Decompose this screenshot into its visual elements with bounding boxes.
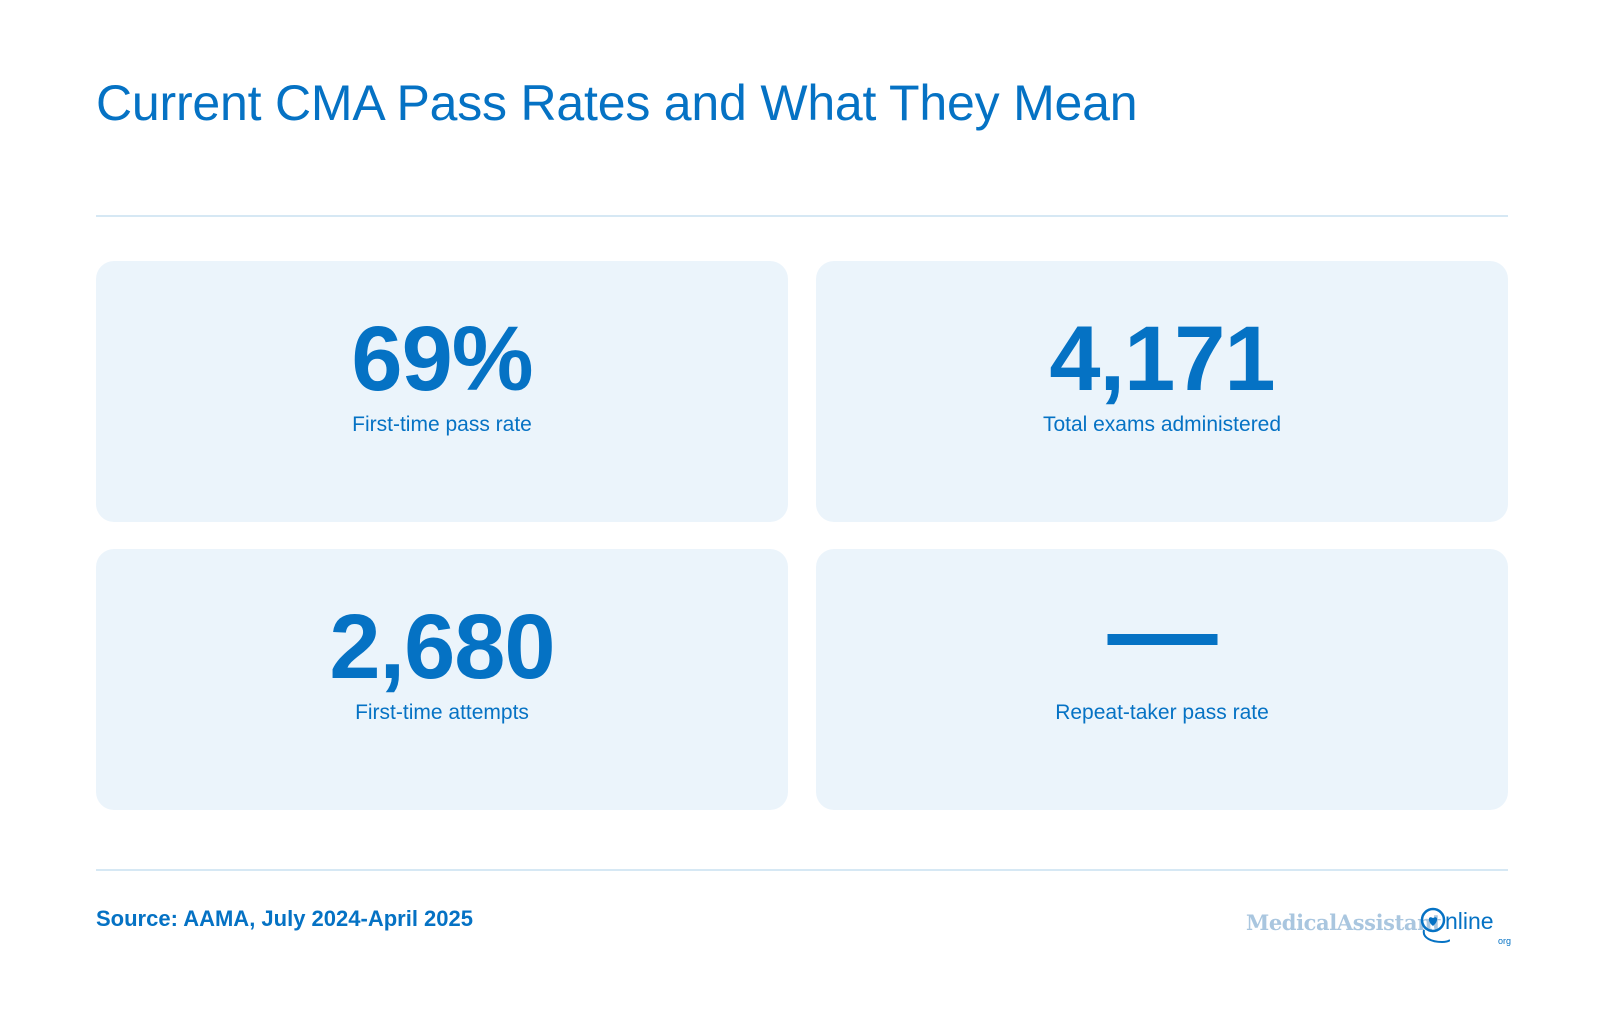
stat-card-first-time-pass-rate: 69% First-time pass rate	[96, 261, 788, 522]
bottom-divider	[96, 869, 1508, 871]
top-divider	[96, 215, 1508, 217]
stat-label: Total exams administered	[1042, 413, 1282, 436]
stat-value: 4,171	[1049, 308, 1275, 410]
stat-label: First-time attempts	[355, 701, 529, 724]
stat-card-first-time-attempts: 2,680 First-time attempts	[96, 549, 788, 810]
medical-assistant-online-logo: MedicalAssistant nline org	[1246, 906, 1512, 952]
stat-label: Repeat-taker pass rate	[1055, 701, 1269, 724]
source-note: Source: AAMA, July 2024-April 2025	[96, 906, 473, 931]
stats-grid: 69% First-time pass rate 4,171 Total exa…	[96, 261, 1508, 810]
page-title: Current CMA Pass Rates and What They Mea…	[96, 75, 1138, 131]
stat-card-total-exams: 4,171 Total exams administered	[816, 261, 1508, 522]
logo-text-suffix: org	[1498, 936, 1512, 946]
stat-value: 69%	[351, 308, 533, 410]
stat-value: —	[1107, 570, 1218, 693]
logo-text-part2: nline	[1445, 908, 1494, 934]
stethoscope-heart-icon	[1420, 907, 1450, 944]
stat-card-repeat-taker-pass-rate: — Repeat-taker pass rate	[816, 549, 1508, 810]
stat-value: 2,680	[329, 596, 555, 698]
logo-text-part1: MedicalAssistant	[1246, 910, 1442, 935]
stat-label: First-time pass rate	[352, 413, 532, 436]
